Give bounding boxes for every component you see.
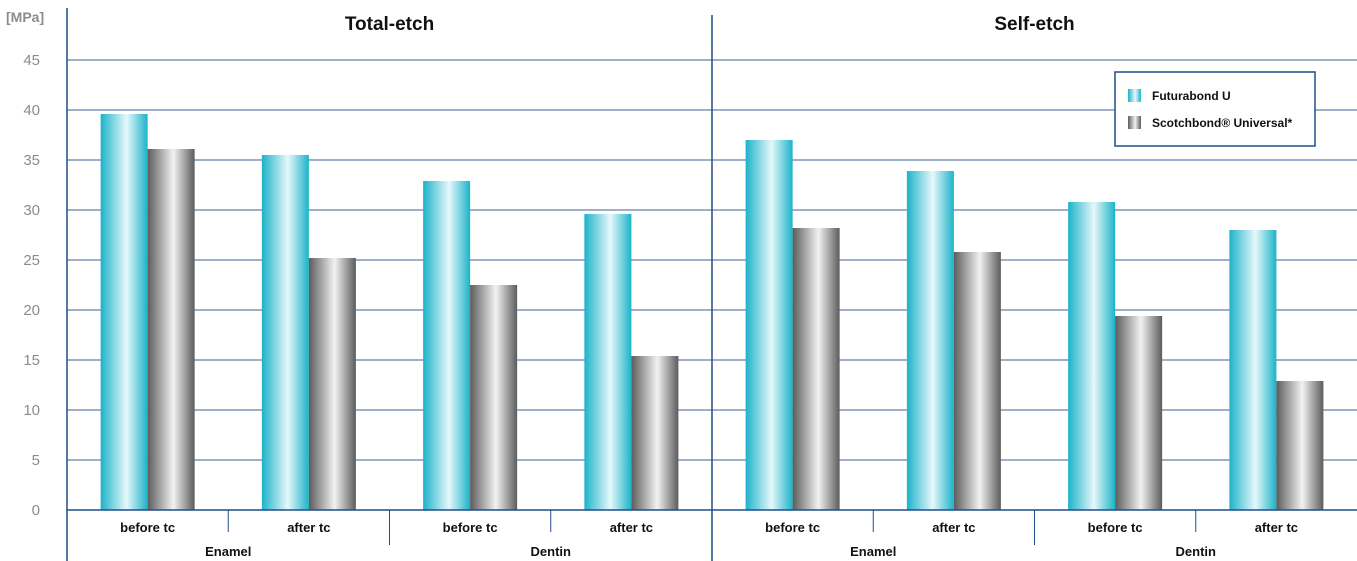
bar-scotchbond-universal: [308, 258, 356, 510]
panel-title: Total-etch: [345, 14, 434, 35]
panel-title: Self-etch: [994, 14, 1074, 35]
bar-scotchbond-universal: [1115, 316, 1163, 510]
legend-entry: Scotchbond® Universal*: [1152, 116, 1293, 130]
bar-futurabond-u: [745, 140, 793, 510]
category-label: before tc: [443, 520, 498, 535]
bar-futurabond-u: [1068, 202, 1116, 510]
bar-scotchbond-universal: [470, 285, 518, 510]
category-label: after tc: [1255, 520, 1298, 535]
bar-futurabond-u: [261, 155, 309, 510]
group-label: Enamel: [205, 544, 251, 559]
y-tick-label: 20: [23, 302, 40, 319]
legend-entry: Futurabond U: [1152, 89, 1231, 103]
y-tick-label: 0: [32, 502, 40, 519]
bars: [100, 114, 1324, 510]
category-label: before tc: [1088, 520, 1143, 535]
bar-futurabond-u: [906, 171, 954, 510]
category-label: after tc: [610, 520, 653, 535]
group-label: Dentin: [531, 544, 572, 559]
labels: 0 5 10 15 20 25 30 35 40 45 [MPa] Total-etch Enamel b…: [6, 9, 1298, 559]
category-label: before tc: [765, 520, 820, 535]
y-tick-label: 10: [23, 402, 40, 419]
legend-swatch: [1128, 116, 1141, 129]
y-tick-label: 5: [32, 452, 40, 469]
legend: Futurabond U Scotchbond® Universal*: [1114, 71, 1316, 147]
bar-futurabond-u: [584, 214, 632, 510]
bar-scotchbond-universal: [953, 252, 1001, 510]
y-tick-label: 45: [23, 52, 40, 69]
bar-scotchbond-universal: [792, 228, 840, 510]
legend-swatch: [1128, 89, 1141, 102]
y-unit-label: [MPa]: [6, 9, 44, 25]
category-label: before tc: [120, 520, 175, 535]
bar-scotchbond-universal: [631, 356, 679, 510]
y-tick-label: 25: [23, 252, 40, 269]
y-tick-label: 40: [23, 102, 40, 119]
legend-box: [1114, 71, 1316, 147]
y-tick-label: 35: [23, 152, 40, 169]
y-tick-label: 30: [23, 202, 40, 219]
category-label: after tc: [932, 520, 975, 535]
bar-futurabond-u: [1229, 230, 1277, 510]
bar-futurabond-u: [100, 114, 148, 510]
axes: [66, 8, 1357, 561]
bar-futurabond-u: [423, 181, 471, 510]
bar-scotchbond-universal: [1276, 381, 1324, 510]
group-label: Dentin: [1176, 544, 1217, 559]
y-tick-label: 15: [23, 352, 40, 369]
category-label: after tc: [287, 520, 330, 535]
bar-scotchbond-universal: [147, 149, 195, 510]
group-label: Enamel: [850, 544, 896, 559]
